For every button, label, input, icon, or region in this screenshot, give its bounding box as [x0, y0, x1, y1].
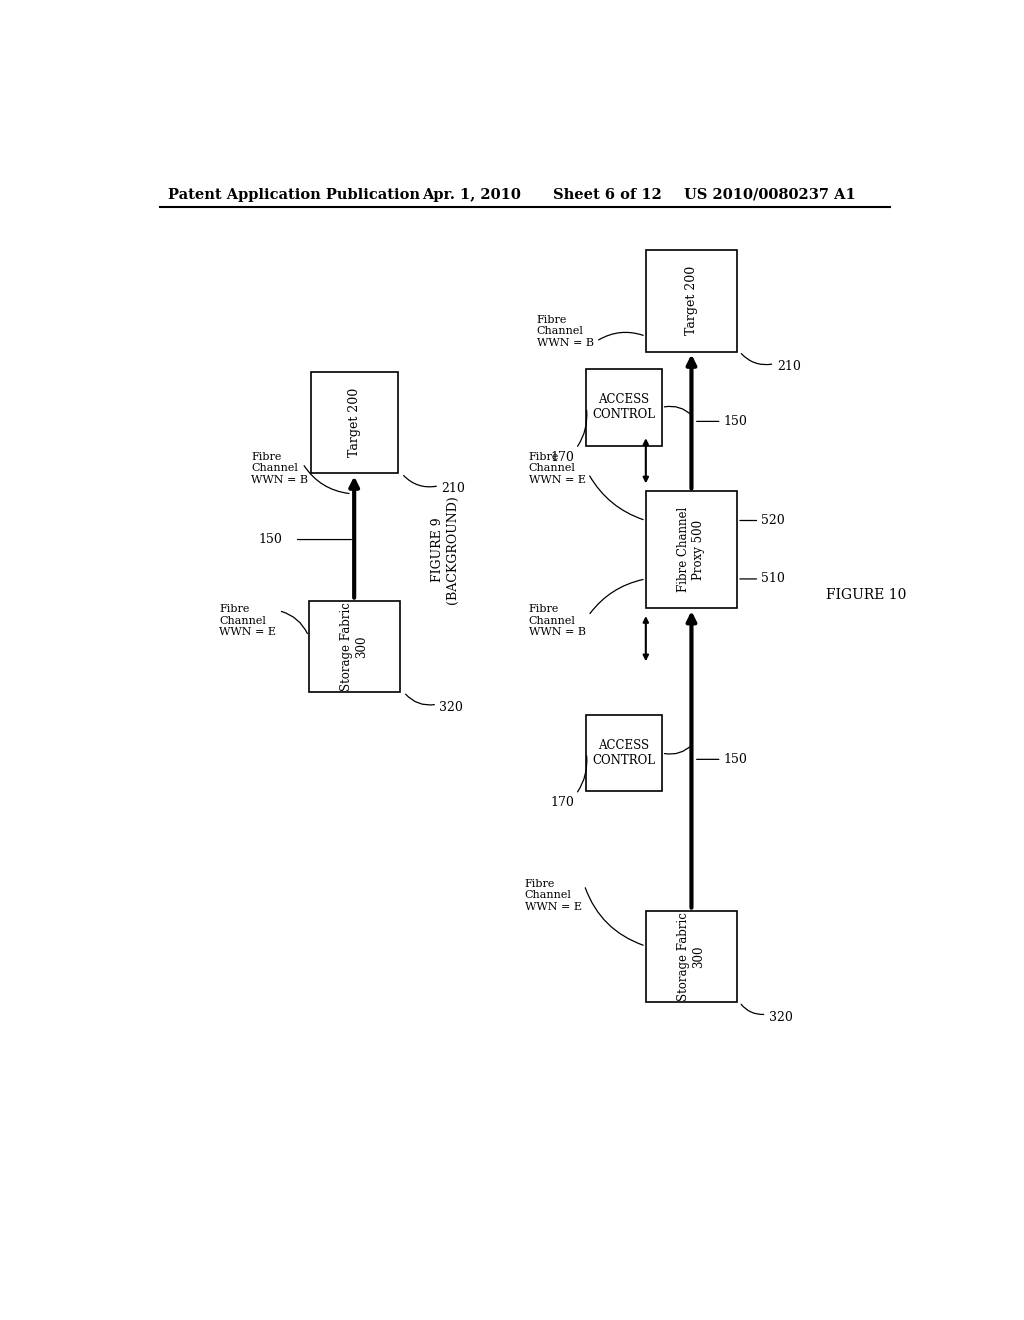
Bar	[308, 601, 399, 692]
Text: Target 200: Target 200	[685, 267, 698, 335]
Text: Sheet 6 of 12: Sheet 6 of 12	[553, 187, 662, 202]
FancyArrowPatch shape	[665, 407, 692, 416]
FancyArrowPatch shape	[590, 477, 643, 520]
FancyArrowPatch shape	[406, 694, 434, 705]
Text: Fibre
Channel
WWN = E: Fibre Channel WWN = E	[524, 879, 582, 912]
Text: Fibre
Channel
WWN = E: Fibre Channel WWN = E	[528, 451, 586, 484]
Text: ACCESS
CONTROL: ACCESS CONTROL	[593, 739, 655, 767]
FancyArrowPatch shape	[590, 579, 643, 614]
FancyArrowPatch shape	[403, 475, 436, 487]
FancyArrowPatch shape	[599, 333, 643, 341]
FancyArrowPatch shape	[578, 756, 587, 792]
Bar	[646, 491, 737, 609]
Bar	[587, 370, 662, 446]
Text: ACCESS
CONTROL: ACCESS CONTROL	[593, 393, 655, 421]
Text: 520: 520	[761, 513, 784, 527]
FancyArrowPatch shape	[282, 611, 307, 634]
FancyArrowPatch shape	[741, 354, 772, 364]
Text: FIGURE 10: FIGURE 10	[826, 589, 906, 602]
Text: Fibre
Channel
WWN = B: Fibre Channel WWN = B	[251, 451, 308, 484]
FancyArrowPatch shape	[665, 744, 692, 754]
Text: 320: 320	[439, 701, 464, 714]
Text: Target 200: Target 200	[348, 388, 360, 457]
FancyArrowPatch shape	[304, 466, 349, 494]
Text: 170: 170	[551, 796, 574, 809]
Text: 210: 210	[441, 482, 465, 495]
FancyArrowPatch shape	[578, 411, 587, 446]
Text: 150: 150	[259, 533, 283, 546]
Text: Fibre
Channel
WWN = B: Fibre Channel WWN = B	[528, 605, 586, 638]
Text: 510: 510	[761, 573, 784, 586]
Text: 210: 210	[777, 360, 801, 374]
Text: 170: 170	[551, 450, 574, 463]
Text: US 2010/0080237 A1: US 2010/0080237 A1	[684, 187, 855, 202]
FancyArrowPatch shape	[586, 888, 643, 945]
Text: FIGURE 9
(BACKGROUND): FIGURE 9 (BACKGROUND)	[431, 495, 460, 605]
Text: Fibre Channel
Proxy 500: Fibre Channel Proxy 500	[678, 507, 706, 593]
Text: Storage Fabric
300: Storage Fabric 300	[340, 602, 369, 690]
Text: Storage Fabric
300: Storage Fabric 300	[678, 912, 706, 1001]
Text: Fibre
Channel
WWN = E: Fibre Channel WWN = E	[219, 605, 276, 638]
Bar	[646, 249, 737, 351]
Text: 150: 150	[723, 414, 748, 428]
Bar	[646, 911, 737, 1002]
Text: 150: 150	[723, 752, 748, 766]
Text: Fibre
Channel
WWN = B: Fibre Channel WWN = B	[537, 314, 594, 347]
Bar	[587, 715, 662, 791]
Text: Apr. 1, 2010: Apr. 1, 2010	[422, 187, 520, 202]
FancyArrowPatch shape	[741, 1005, 764, 1015]
Bar	[310, 372, 397, 474]
Text: 320: 320	[769, 1011, 793, 1024]
Text: Patent Application Publication: Patent Application Publication	[168, 187, 420, 202]
